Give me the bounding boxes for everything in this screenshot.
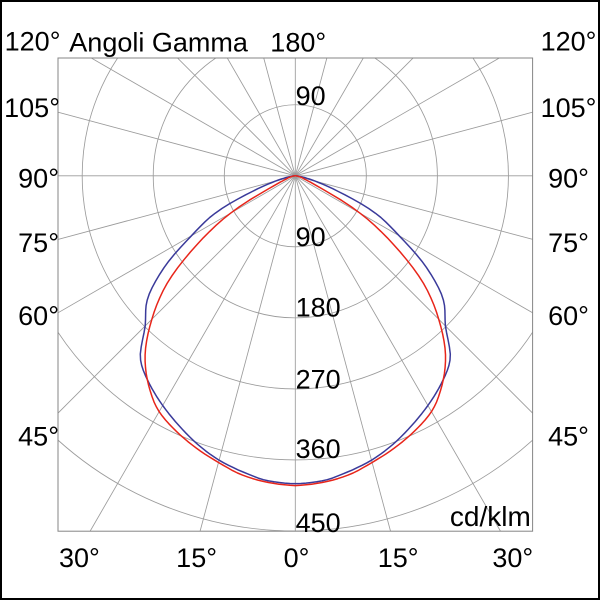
svg-text:15°: 15° — [176, 543, 217, 573]
svg-text:180: 180 — [296, 292, 341, 322]
svg-text:90°: 90° — [18, 164, 59, 194]
svg-text:0°: 0° — [284, 543, 310, 573]
svg-text:Angoli Gamma: Angoli Gamma — [69, 27, 249, 57]
svg-text:75°: 75° — [18, 228, 59, 258]
svg-text:30°: 30° — [492, 543, 533, 573]
svg-text:90: 90 — [296, 81, 326, 111]
svg-text:270: 270 — [296, 365, 341, 395]
svg-text:30°: 30° — [59, 543, 100, 573]
svg-text:45°: 45° — [548, 422, 589, 452]
svg-text:60°: 60° — [18, 301, 59, 331]
svg-text:120°: 120° — [541, 26, 597, 56]
svg-text:90°: 90° — [548, 164, 589, 194]
svg-text:45°: 45° — [18, 422, 59, 452]
svg-text:15°: 15° — [378, 543, 419, 573]
svg-text:180°: 180° — [270, 27, 326, 57]
svg-text:60°: 60° — [548, 301, 589, 331]
svg-text:360: 360 — [296, 434, 341, 464]
svg-text:90: 90 — [296, 222, 326, 252]
svg-text:75°: 75° — [548, 228, 589, 258]
svg-text:105°: 105° — [4, 93, 60, 123]
svg-text:120°: 120° — [5, 26, 61, 56]
svg-text:cd/klm: cd/klm — [450, 501, 531, 532]
svg-text:450: 450 — [296, 508, 341, 538]
svg-text:105°: 105° — [541, 93, 597, 123]
